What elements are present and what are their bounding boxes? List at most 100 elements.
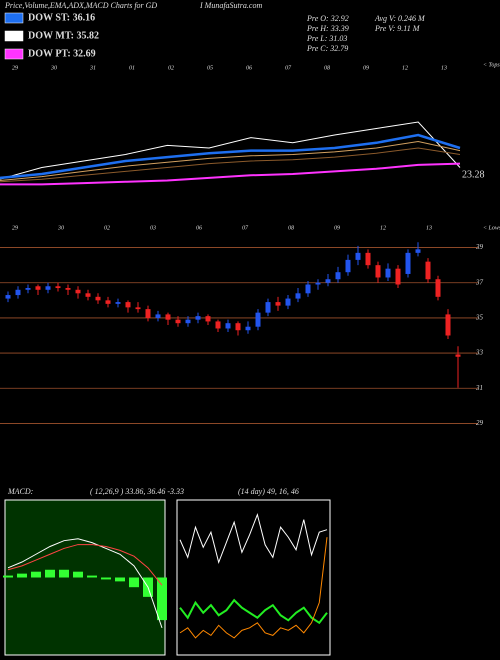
- ema-line: [0, 147, 461, 183]
- date-label: 13: [426, 225, 432, 231]
- candle-body: [75, 289, 81, 294]
- annotation: 23.28: [462, 169, 485, 180]
- macd-params: ( 12,26,9 ) 33.86, 36.46 -3.33: [90, 487, 184, 496]
- lows-label: < Lows: [483, 225, 500, 231]
- candle-body: [455, 354, 461, 357]
- macd-hist: [157, 577, 167, 621]
- legend-label: DOW ST: 36.16: [28, 12, 95, 23]
- stat: Avg V: 0.246 M: [374, 14, 426, 23]
- macd-panel: [4, 499, 166, 656]
- date-label: 08: [324, 65, 330, 71]
- date-label: 09: [363, 65, 369, 71]
- adx-line: [179, 512, 328, 565]
- date-label: 05: [207, 65, 213, 71]
- legend-swatch: [4, 30, 24, 42]
- y-tick-label: 29: [476, 419, 484, 427]
- candle-body: [155, 314, 161, 318]
- candle-body: [345, 259, 351, 273]
- candle-body: [5, 295, 11, 299]
- ema-line: [0, 162, 461, 186]
- stat: Pre H: 33.39: [306, 24, 349, 33]
- adx-label: (14 day) 49, 16, 46: [238, 487, 299, 496]
- candle-body: [95, 296, 101, 301]
- ema-line: [0, 140, 461, 181]
- date-label: 29: [12, 225, 18, 231]
- candle-body: [385, 268, 391, 278]
- candle-body: [395, 268, 401, 285]
- macd-hist: [59, 569, 69, 578]
- legend-swatch: [4, 12, 24, 24]
- adx-line: [179, 598, 328, 625]
- candle-body: [125, 302, 131, 308]
- candle-body: [245, 326, 251, 331]
- legend-swatch: [4, 48, 24, 60]
- date-label: 12: [402, 65, 408, 71]
- title: Price,Volume,EMA,ADX,MACD Charts for GD: [4, 1, 157, 10]
- candle-body: [225, 323, 231, 329]
- date-label: 02: [168, 65, 174, 71]
- candle-body: [115, 302, 121, 304]
- legend-label: DOW PT: 32.69: [28, 48, 96, 59]
- candle-body: [65, 288, 71, 290]
- date-label: 09: [334, 225, 340, 231]
- macd-line: [7, 538, 163, 629]
- candle-body: [355, 252, 361, 260]
- macd-hist: [45, 569, 55, 578]
- candle-body: [45, 286, 51, 290]
- date-label: 03: [150, 225, 156, 231]
- adx-line: [179, 537, 328, 639]
- macd-hist: [31, 571, 41, 578]
- stat: Pre L: 31.03: [306, 34, 347, 43]
- candle-body: [35, 286, 41, 290]
- candle-body: [325, 279, 331, 283]
- date-label: 30: [50, 65, 57, 71]
- candle-body: [235, 323, 241, 331]
- macd-hist: [87, 575, 97, 578]
- candle-body: [195, 316, 201, 320]
- candle-body: [85, 293, 91, 297]
- date-label: 13: [441, 65, 447, 71]
- macd-hist: [17, 573, 27, 578]
- date-label: 01: [129, 65, 135, 71]
- candle-body: [135, 307, 141, 310]
- adx-panel: [176, 499, 331, 656]
- date-label: 12: [380, 225, 386, 231]
- macd-label: MACD:: [7, 487, 34, 496]
- candle-body: [305, 284, 311, 294]
- date-label: 07: [285, 65, 292, 71]
- candle-body: [205, 316, 211, 322]
- candle-body: [295, 293, 301, 299]
- macd-hist: [3, 575, 13, 578]
- candle-body: [265, 302, 271, 313]
- candle-body: [365, 252, 371, 266]
- candle-body: [165, 314, 171, 320]
- macd-hist: [129, 577, 139, 588]
- candle-body: [215, 321, 221, 329]
- y-tick-label: 35: [475, 314, 484, 322]
- candle-body: [275, 302, 281, 306]
- candle-body: [25, 288, 31, 290]
- candle-body: [185, 319, 191, 324]
- y-tick-label: 31: [475, 384, 483, 392]
- date-label: 30: [57, 225, 64, 231]
- date-label: 07: [242, 225, 249, 231]
- candle-body: [105, 300, 111, 304]
- candle-body: [425, 261, 431, 280]
- candle-body: [15, 289, 21, 296]
- tops-label: < Tops: [483, 62, 500, 68]
- candle-body: [285, 298, 291, 306]
- stat: Pre C: 32.79: [306, 44, 348, 53]
- macd-hist: [115, 577, 125, 582]
- candle-body: [415, 249, 421, 253]
- candle-body: [405, 252, 411, 274]
- signal-line: [7, 544, 163, 586]
- candle-body: [445, 314, 451, 336]
- date-label: 29: [12, 65, 18, 71]
- candle-body: [175, 319, 181, 324]
- date-label: 08: [288, 225, 294, 231]
- y-tick-label: 37: [475, 278, 484, 286]
- ema-line: [0, 133, 461, 180]
- candle-body: [315, 282, 321, 285]
